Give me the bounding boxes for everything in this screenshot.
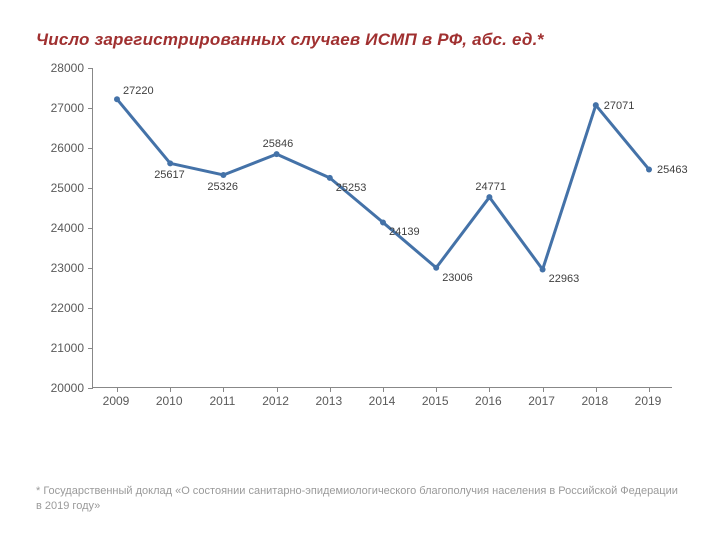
title-text: Число зарегистрированных случаев ИСМП в … [36,30,538,49]
y-tick-label: 26000 [51,141,84,155]
data-point [114,96,120,102]
x-tick-mark [543,387,544,392]
chart-area: 20000 21000 22000 23000 24000 25000 26000 27000… [40,68,680,428]
y-tick-label: 25000 [51,181,84,195]
x-tick-mark [383,387,384,392]
data-point [380,219,386,225]
data-point [540,266,546,272]
x-axis-labels: 2009 2010 2011 2012 2013 2014 2015 2016 2017 2018… [92,394,672,414]
data-label: 27220 [123,85,154,97]
x-tick-mark [489,387,490,392]
data-label: 25617 [154,169,185,181]
x-tick-label: 2013 [315,394,342,408]
data-label: 25253 [336,182,367,194]
x-tick-mark [436,387,437,392]
x-tick-mark [330,387,331,392]
x-tick-label: 2018 [581,394,608,408]
x-tick-label: 2012 [262,394,289,408]
data-label: 25846 [263,138,294,150]
y-tick-mark [88,308,93,309]
data-point [593,102,599,108]
data-label: 25463 [657,164,688,176]
y-tick-label: 27000 [51,101,84,115]
title-asterisk: * [538,30,545,49]
footnote: * Государственный доклад «О состоянии са… [36,484,684,514]
x-tick-label: 2019 [635,394,662,408]
y-tick-mark [88,268,93,269]
data-point [433,265,439,271]
y-tick-label: 23000 [51,261,84,275]
data-point [486,194,492,200]
x-tick-mark [223,387,224,392]
y-tick-label: 22000 [51,301,84,315]
data-point [220,172,226,178]
x-tick-label: 2014 [369,394,396,408]
y-axis-labels: 2000021000220002300024000250002600027000… [40,68,88,388]
line-series [93,68,673,388]
data-point [167,160,173,166]
series-line [117,99,649,269]
y-tick-mark [88,348,93,349]
y-tick-mark [88,388,93,389]
x-tick-label: 2017 [528,394,555,408]
y-tick-mark [88,188,93,189]
data-label: 24139 [389,226,420,238]
data-point [274,151,280,157]
data-point [646,166,652,172]
y-tick-mark [88,228,93,229]
x-tick-mark [117,387,118,392]
x-tick-mark [596,387,597,392]
plot-area: 27220 25617 25326 25846 25253 24139 23006 24771… [92,68,672,388]
x-tick-mark [649,387,650,392]
y-tick-label: 28000 [51,61,84,75]
data-label: 22963 [549,273,580,285]
x-tick-label: 2015 [422,394,449,408]
data-label: 23006 [442,272,473,284]
x-tick-mark [170,387,171,392]
y-tick-label: 20000 [51,381,84,395]
data-label: 24771 [475,181,506,193]
data-label: 27071 [604,100,635,112]
y-tick-label: 24000 [51,221,84,235]
y-tick-mark [88,108,93,109]
x-tick-label: 2016 [475,394,502,408]
y-tick-label: 21000 [51,341,84,355]
chart-title: Число зарегистрированных случаев ИСМП в … [36,30,684,50]
data-point [327,175,333,181]
x-tick-mark [277,387,278,392]
x-tick-label: 2010 [156,394,183,408]
y-tick-mark [88,68,93,69]
x-tick-label: 2011 [209,394,235,408]
x-tick-label: 2009 [103,394,130,408]
data-label: 25326 [207,181,238,193]
y-tick-mark [88,148,93,149]
